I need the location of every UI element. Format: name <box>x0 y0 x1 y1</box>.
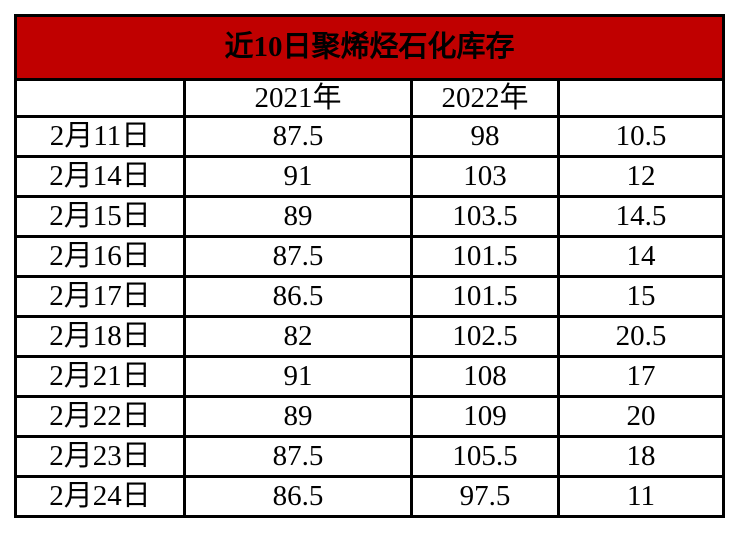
value-2022-cell: 103 <box>410 155 560 198</box>
date-cell: 2月23日 <box>14 435 186 478</box>
value-2022-cell: 101.5 <box>410 235 560 278</box>
value-2021-cell: 87.5 <box>183 235 413 278</box>
column-header-diff <box>556 78 726 118</box>
diff-cell: 15 <box>556 275 726 318</box>
date-cell: 2月18日 <box>14 315 186 358</box>
diff-cell: 20.5 <box>556 315 726 358</box>
diff-cell: 12 <box>556 155 726 198</box>
inventory-table: 近10日聚烯烃石化库存 2021年 2022年 2月11日 87.5 98 10… <box>13 14 726 518</box>
diff-cell: 10.5 <box>556 115 726 158</box>
value-2021-cell: 89 <box>183 395 413 438</box>
date-cell: 2月17日 <box>14 275 186 318</box>
value-2021-cell: 86.5 <box>183 475 413 518</box>
column-header-row: 2021年 2022年 <box>14 78 726 118</box>
value-2022-cell: 102.5 <box>410 315 560 358</box>
diff-cell: 14 <box>556 235 726 278</box>
value-2021-cell: 87.5 <box>183 115 413 158</box>
table-row: 2月11日 87.5 98 10.5 <box>14 115 726 158</box>
diff-cell: 14.5 <box>556 195 726 238</box>
value-2022-cell: 98 <box>410 115 560 158</box>
value-2022-cell: 108 <box>410 355 560 398</box>
inventory-table-container: 近10日聚烯烃石化库存 2021年 2022年 2月11日 87.5 98 10… <box>13 14 726 518</box>
date-cell: 2月11日 <box>14 115 186 158</box>
diff-cell: 18 <box>556 435 726 478</box>
table-row: 2月21日 91 108 17 <box>14 355 726 398</box>
date-cell: 2月21日 <box>14 355 186 398</box>
diff-cell: 11 <box>556 475 726 518</box>
table-row: 2月16日 87.5 101.5 14 <box>14 235 726 278</box>
value-2021-cell: 86.5 <box>183 275 413 318</box>
column-header-2021: 2021年 <box>183 78 413 118</box>
column-header-2022: 2022年 <box>410 78 560 118</box>
value-2022-cell: 105.5 <box>410 435 560 478</box>
date-cell: 2月16日 <box>14 235 186 278</box>
table-title: 近10日聚烯烃石化库存 <box>13 14 726 81</box>
diff-cell: 20 <box>556 395 726 438</box>
table-row: 2月24日 86.5 97.5 11 <box>14 475 726 518</box>
value-2021-cell: 91 <box>183 155 413 198</box>
value-2022-cell: 109 <box>410 395 560 438</box>
column-header-date <box>14 78 186 118</box>
table-row: 2月22日 89 109 20 <box>14 395 726 438</box>
table-row: 2月23日 87.5 105.5 18 <box>14 435 726 478</box>
date-cell: 2月24日 <box>14 475 186 518</box>
value-2022-cell: 97.5 <box>410 475 560 518</box>
value-2022-cell: 103.5 <box>410 195 560 238</box>
value-2022-cell: 101.5 <box>410 275 560 318</box>
table-row: 2月14日 91 103 12 <box>14 155 726 198</box>
value-2021-cell: 82 <box>183 315 413 358</box>
title-row: 近10日聚烯烃石化库存 <box>13 14 726 81</box>
table-row: 2月17日 86.5 101.5 15 <box>14 275 726 318</box>
date-cell: 2月14日 <box>14 155 186 198</box>
diff-cell: 17 <box>556 355 726 398</box>
value-2021-cell: 87.5 <box>183 435 413 478</box>
table-row: 2月18日 82 102.5 20.5 <box>14 315 726 358</box>
table-row: 2月15日 89 103.5 14.5 <box>14 195 726 238</box>
value-2021-cell: 91 <box>183 355 413 398</box>
date-cell: 2月15日 <box>14 195 186 238</box>
date-cell: 2月22日 <box>14 395 186 438</box>
value-2021-cell: 89 <box>183 195 413 238</box>
